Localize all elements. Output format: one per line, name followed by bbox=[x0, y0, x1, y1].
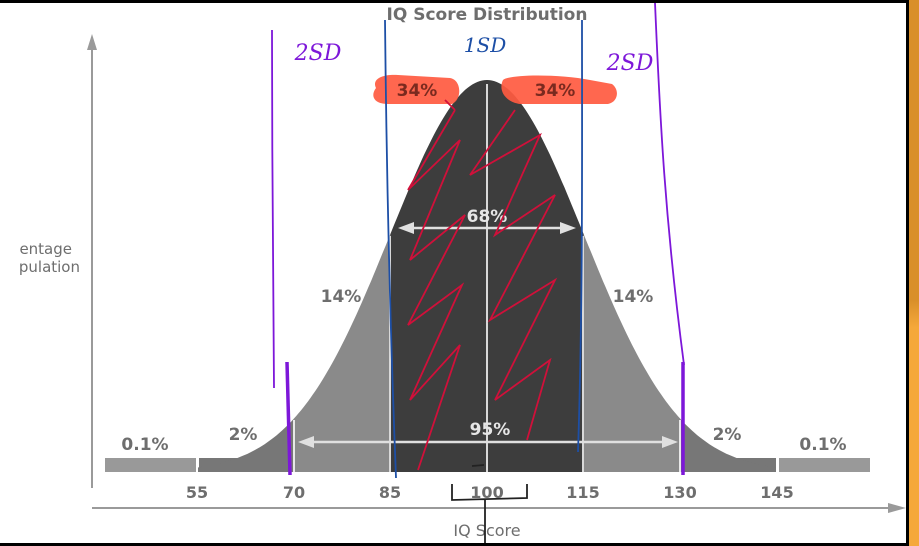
tick-70: 70 bbox=[283, 483, 305, 502]
range-68-arrow bbox=[398, 222, 576, 234]
y-axis-label-line2: pulation bbox=[19, 258, 80, 276]
label-tail-left: 0.1% bbox=[121, 435, 168, 455]
label-14-left: 14% bbox=[321, 287, 362, 307]
two-sd-lines bbox=[271, 3, 685, 476]
label-34-left: 34% bbox=[397, 81, 438, 101]
x-axis-label: IQ Score bbox=[453, 521, 520, 540]
curve-band bbox=[196, 418, 294, 472]
label-2-left: 2% bbox=[229, 425, 258, 445]
curve-band bbox=[583, 234, 681, 472]
highlighter-marks bbox=[373, 74, 617, 104]
tick-130: 130 bbox=[663, 483, 696, 502]
label-95-percent: 95% bbox=[470, 420, 511, 440]
y-axis-arrow-icon bbox=[87, 34, 97, 50]
tick-145: 145 bbox=[760, 483, 793, 502]
curve-band bbox=[293, 234, 391, 472]
y-axis-label-line1: entage bbox=[19, 240, 72, 258]
iq-distribution-chart: IQ Score Distribution entage pulation IQ… bbox=[19, 3, 906, 543]
dash-mark bbox=[471, 464, 485, 467]
range-95-arrow bbox=[298, 436, 678, 448]
scribble-annotations bbox=[407, 99, 558, 471]
label-14-right: 14% bbox=[613, 287, 654, 307]
note-1sd: 1SD bbox=[464, 33, 506, 57]
tail-band-left bbox=[105, 458, 197, 472]
bracket-mark bbox=[451, 484, 528, 543]
one-sd-lines bbox=[384, 19, 583, 479]
label-68-percent: 68% bbox=[467, 207, 508, 227]
note-2sd-right: 2SD bbox=[606, 51, 654, 76]
tick-55: 55 bbox=[186, 483, 208, 502]
chart-title: IQ Score Distribution bbox=[387, 5, 588, 25]
note-2sd-left: 2SD bbox=[294, 41, 342, 66]
x-tick-labels: 55 70 85 100 115 130 145 bbox=[186, 483, 794, 502]
tick-100: 100 bbox=[470, 483, 503, 502]
label-2-right: 2% bbox=[713, 425, 742, 445]
curve-band bbox=[680, 418, 778, 472]
chart-canvas: IQ Score Distribution entage pulation IQ… bbox=[0, 3, 906, 543]
tail-band-right bbox=[779, 458, 870, 472]
tick-115: 115 bbox=[566, 483, 599, 502]
tick-85: 85 bbox=[379, 483, 401, 502]
curve-band bbox=[487, 80, 584, 472]
label-tail-right: 0.1% bbox=[799, 435, 846, 455]
label-34-right: 34% bbox=[535, 81, 576, 101]
x-axis bbox=[92, 503, 906, 513]
y-axis bbox=[87, 34, 97, 488]
sd-dividers bbox=[196, 84, 778, 474]
x-axis-arrow-icon bbox=[888, 503, 906, 513]
distribution-curve bbox=[196, 80, 778, 472]
side-strip bbox=[909, 0, 919, 546]
